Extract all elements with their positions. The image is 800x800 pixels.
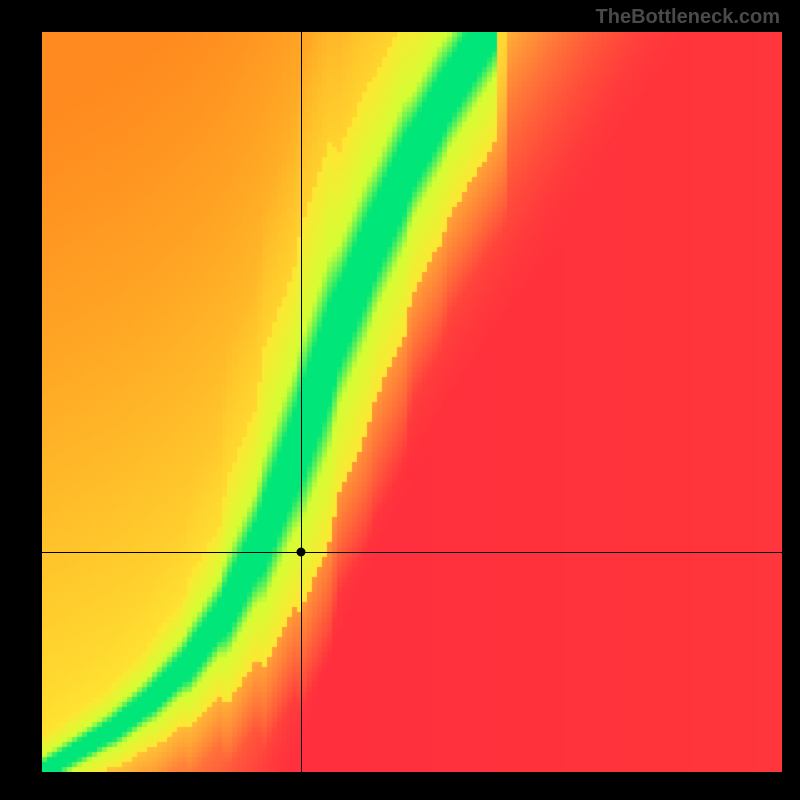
plot-area (42, 32, 782, 772)
crosshair-horizontal (42, 552, 782, 553)
heatmap-canvas (42, 32, 782, 772)
chart-container: TheBottleneck.com (0, 0, 800, 800)
marker-dot (297, 548, 306, 557)
crosshair-vertical (301, 32, 302, 772)
watermark-text: TheBottleneck.com (596, 6, 780, 29)
